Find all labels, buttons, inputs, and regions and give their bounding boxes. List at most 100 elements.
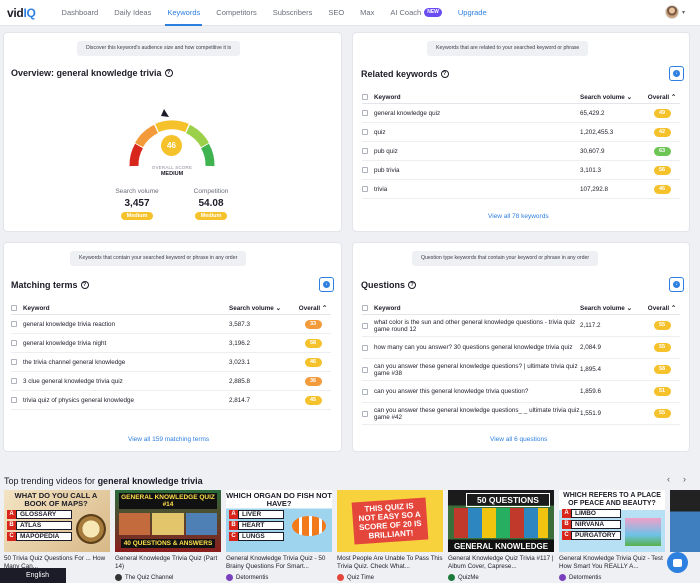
table-row[interactable]: general knowledge quiz 65,429.2 49 [362,104,680,123]
video-channel[interactable]: Detormentis [559,574,665,581]
keyword-column-header[interactable]: Keyword [374,304,401,312]
video-card[interactable]: 50 QUESTIONS GENERAL KNOWLEDGE General K… [448,490,554,581]
keyword-column-header[interactable]: Keyword [374,93,401,101]
overall-column-header[interactable]: Overall ⌃ [647,304,677,312]
row-checkbox[interactable] [362,388,368,395]
table-row[interactable]: pub trivia 3,101.3 56 [362,161,680,180]
nav-keywords[interactable]: Keywords [159,0,208,26]
nav-subscribers[interactable]: Subscribers [272,7,313,17]
sort-icon[interactable]: ⌃ [321,304,328,312]
partial-thumbnail[interactable] [670,490,700,552]
video-title[interactable]: General Knowledge Trivia Quiz - 50 Brain… [226,555,326,570]
language-selector[interactable]: English [0,568,66,583]
nav-max[interactable]: Max [360,7,375,17]
table-row[interactable]: trivia 107,292.8 46 [362,180,680,199]
nav-seo[interactable]: SEO [328,7,345,17]
video-title[interactable]: General Knowledge Trivia Quiz - Test How… [559,555,663,570]
video-card[interactable]: WHICH ORGAN DO FISH NOT HAVE? A LIVER B HE… [226,490,332,581]
keyword-column-header[interactable]: Keyword [23,304,50,312]
nav-upgrade[interactable]: Upgrade [457,7,487,17]
video-title[interactable]: Most People Are Unable To Pass This Triv… [337,555,443,570]
video-card[interactable]: WHICH REFERS TO A PLACE OF PEACE AND BEA… [559,490,665,581]
table-row[interactable]: general knowledge trivia reaction 3,587.3… [11,315,331,334]
help-icon[interactable]: ? [164,69,173,77]
row-checkbox[interactable] [362,344,368,351]
video-card[interactable]: GENERAL KNOWLEDGE QUIZ #14 40 QUESTIONS … [115,490,221,581]
video-channel[interactable]: The Quiz Channel [115,574,221,581]
help-icon[interactable]: ? [408,281,417,289]
select-all-checkbox[interactable] [362,305,368,311]
row-checkbox[interactable] [11,397,17,403]
sort-icon[interactable]: ⌃ [670,304,677,312]
row-checkbox[interactable] [362,322,368,329]
keyword-cell[interactable]: pub quiz [374,147,398,155]
video-card[interactable]: THIS QUIZ IS NOT EASY SO A SCORE OF 20 I… [337,490,443,581]
download-button[interactable]: ↓ [669,66,684,81]
keyword-cell[interactable]: trivia quiz of physics general knowledge [23,396,134,404]
chevron-left-icon[interactable]: ‹ [667,474,670,484]
row-checkbox[interactable] [11,359,17,365]
sort-icon[interactable]: ⌄ [275,304,281,312]
video-title[interactable]: 50 Trivia Quiz Questions For ... How Man… [4,555,106,570]
help-icon[interactable]: ? [440,70,449,78]
nav-competitors[interactable]: Competitors [216,7,257,17]
table-row[interactable]: 3 clue general knowledge trivia quiz 2,88… [11,372,331,391]
keyword-cell[interactable]: how many can you answer? 30 questions ge… [374,344,573,351]
keyword-cell[interactable]: the trivia channel general knowledge [23,358,126,366]
keyword-cell[interactable]: 3 clue general knowledge trivia quiz [23,377,123,385]
account-menu[interactable]: ▾ [664,5,685,19]
vidiq-logo[interactable]: vidIQ [7,5,36,20]
row-checkbox[interactable] [362,110,368,116]
row-checkbox[interactable] [11,340,17,346]
video-thumbnail[interactable]: 50 QUESTIONS GENERAL KNOWLEDGE [448,490,554,552]
video-channel[interactable]: Quiz Time [337,574,443,581]
keyword-cell[interactable]: general knowledge trivia reaction [23,320,116,328]
video-thumbnail[interactable]: GENERAL KNOWLEDGE QUIZ #14 40 QUESTIONS … [115,490,221,552]
overall-column-header[interactable]: Overall ⌃ [298,304,328,312]
keyword-cell[interactable]: general knowledge trivia night [23,339,107,347]
video-thumbnail[interactable]: WHAT DO YOU CALL A BOOK OF MAPS? A GLOSSA… [4,490,110,552]
table-row[interactable]: the trivia channel general knowledge 3,02… [11,353,331,372]
video-card[interactable]: WHAT DO YOU CALL A BOOK OF MAPS? A GLOSSA… [4,490,110,571]
table-row[interactable]: can you answer these general knowledge q… [362,359,680,381]
avatar[interactable] [664,5,679,19]
video-thumbnail[interactable]: THIS QUIZ IS NOT EASY SO A SCORE OF 20 I… [337,490,443,552]
keyword-cell[interactable]: what color is the sun and other general … [374,318,576,333]
keyword-cell[interactable]: quiz [374,128,386,136]
help-icon[interactable]: ? [80,281,89,289]
nav-daily-ideas[interactable]: Daily Ideas [114,7,152,17]
video-channel[interactable]: Detormentis [226,574,332,581]
download-button[interactable]: ↓ [319,277,334,292]
table-row[interactable]: can you answer these general knowledge q… [362,403,680,425]
row-checkbox[interactable] [11,321,17,327]
video-title[interactable]: General Knowledge Trivia Quiz (Part 14) [115,555,218,570]
table-row[interactable]: what color is the sun and other general … [362,315,680,337]
video-title[interactable]: General Knowledge Quiz Trivia #117 | Alb… [448,555,554,570]
table-row[interactable]: can you answer this general knowledge tr… [362,381,680,403]
overall-column-header[interactable]: Overall ⌃ [647,93,677,101]
download-button[interactable]: ↓ [669,277,684,292]
row-checkbox[interactable] [362,129,368,135]
chat-button[interactable] [667,552,688,573]
row-checkbox[interactable] [11,378,17,384]
keyword-cell[interactable]: can you answer these general knowledge q… [374,362,578,377]
select-all-checkbox[interactable] [362,94,368,100]
keyword-cell[interactable]: trivia [374,185,388,193]
row-checkbox[interactable] [362,366,368,373]
keyword-cell[interactable]: general knowledge quiz [374,109,441,117]
keyword-cell[interactable]: can you answer these general knowledge q… [374,406,580,421]
sort-icon[interactable]: ⌄ [626,304,632,312]
keyword-cell[interactable]: can you answer this general knowledge tr… [374,388,529,395]
keyword-cell[interactable]: pub trivia [374,166,400,174]
table-row[interactable]: how many can you answer? 30 questions ge… [362,337,680,359]
table-row[interactable]: quiz 1,202,455.3 42 [362,123,680,142]
questions-view-all-link[interactable]: View all 6 questions [490,436,548,443]
video-thumbnail[interactable]: WHICH ORGAN DO FISH NOT HAVE? A LIVER B HE… [226,490,332,552]
video-thumbnail[interactable]: WHICH REFERS TO A PLACE OF PEACE AND BEA… [559,490,665,552]
search-volume-column-header[interactable]: Search volume ⌄ [229,304,281,312]
search-volume-column-header[interactable]: Search volume ⌄ [580,93,632,101]
matching-view-all-link[interactable]: View all 159 matching terms [128,436,210,443]
table-row[interactable]: general knowledge trivia night 3,196.2 58 [11,334,331,353]
table-row[interactable]: trivia quiz of physics general knowledge… [11,391,331,410]
select-all-checkbox[interactable] [11,305,17,311]
